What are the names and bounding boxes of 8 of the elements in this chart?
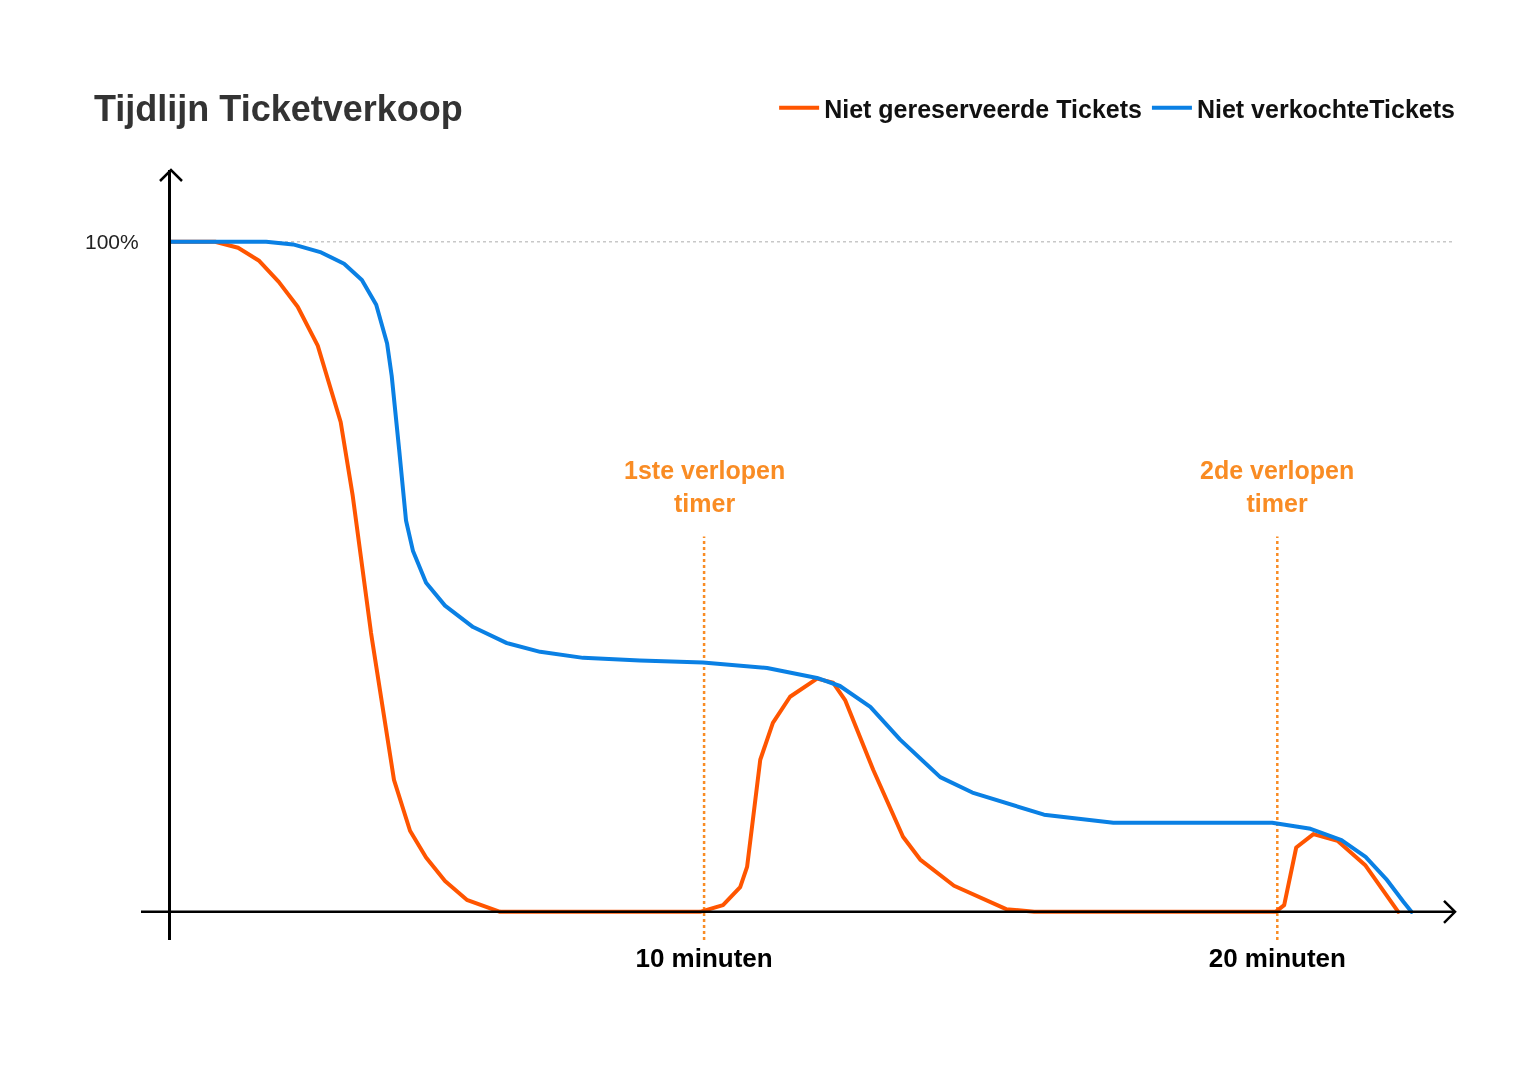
legend-label: Niet verkochteTickets: [1196, 94, 1455, 123]
x-tick-label: 10 minuten: [635, 943, 773, 973]
ref-line-label: 2de verlopen timer: [1200, 456, 1355, 517]
x-tick-label: 20 minuten: [1208, 943, 1346, 973]
ref-line-label: 1ste verlopen timer: [624, 456, 786, 517]
chart-title: Tijdlijn Ticketverkoop: [94, 87, 463, 129]
ref-line-label: 100%: [85, 230, 139, 253]
legend-label: Niet gereserveerde Tickets: [824, 94, 1142, 123]
